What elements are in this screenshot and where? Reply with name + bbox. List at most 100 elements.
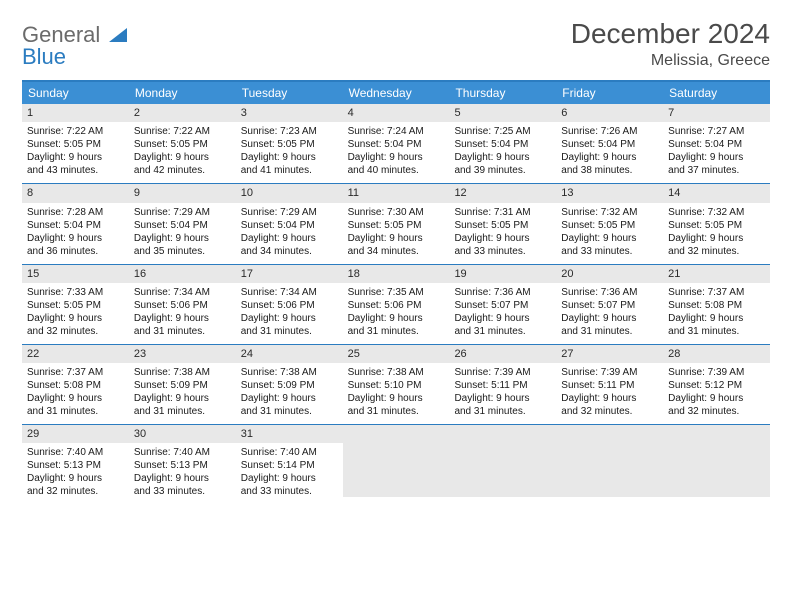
day-body: Sunrise: 7:40 AMSunset: 5:13 PMDaylight:… [22, 443, 129, 504]
daylight-text-1: Daylight: 9 hours [348, 151, 445, 164]
day-number [449, 425, 556, 443]
sunrise-text: Sunrise: 7:28 AM [27, 206, 124, 219]
day-body [449, 443, 556, 497]
day-cell [556, 425, 663, 504]
daylight-text-1: Daylight: 9 hours [27, 151, 124, 164]
daylight-text-2: and 31 minutes. [561, 325, 658, 338]
daylight-text-2: and 35 minutes. [134, 245, 231, 258]
sunset-text: Sunset: 5:04 PM [454, 138, 551, 151]
daylight-text-2: and 31 minutes. [348, 325, 445, 338]
daylight-text-1: Daylight: 9 hours [561, 312, 658, 325]
day-number: 23 [129, 345, 236, 363]
daylight-text-2: and 43 minutes. [27, 164, 124, 177]
day-cell: 12Sunrise: 7:31 AMSunset: 5:05 PMDayligh… [449, 184, 556, 263]
daylight-text-1: Daylight: 9 hours [454, 392, 551, 405]
day-body: Sunrise: 7:37 AMSunset: 5:08 PMDaylight:… [22, 363, 129, 424]
daylight-text-1: Daylight: 9 hours [27, 232, 124, 245]
sunrise-text: Sunrise: 7:34 AM [134, 286, 231, 299]
day-body: Sunrise: 7:38 AMSunset: 5:09 PMDaylight:… [129, 363, 236, 424]
sunrise-text: Sunrise: 7:38 AM [134, 366, 231, 379]
day-header: Friday [556, 82, 663, 104]
day-body: Sunrise: 7:32 AMSunset: 5:05 PMDaylight:… [663, 203, 770, 264]
day-number: 27 [556, 345, 663, 363]
week-row: 15Sunrise: 7:33 AMSunset: 5:05 PMDayligh… [22, 264, 770, 344]
day-body: Sunrise: 7:36 AMSunset: 5:07 PMDaylight:… [449, 283, 556, 344]
day-cell: 30Sunrise: 7:40 AMSunset: 5:13 PMDayligh… [129, 425, 236, 504]
daylight-text-1: Daylight: 9 hours [27, 472, 124, 485]
day-cell: 4Sunrise: 7:24 AMSunset: 5:04 PMDaylight… [343, 104, 450, 183]
day-cell: 13Sunrise: 7:32 AMSunset: 5:05 PMDayligh… [556, 184, 663, 263]
sunset-text: Sunset: 5:08 PM [668, 299, 765, 312]
day-number: 2 [129, 104, 236, 122]
day-number: 24 [236, 345, 343, 363]
day-cell [343, 425, 450, 504]
daylight-text-2: and 32 minutes. [561, 405, 658, 418]
daylight-text-2: and 33 minutes. [454, 245, 551, 258]
sunrise-text: Sunrise: 7:27 AM [668, 125, 765, 138]
daylight-text-2: and 42 minutes. [134, 164, 231, 177]
sunrise-text: Sunrise: 7:39 AM [454, 366, 551, 379]
day-body: Sunrise: 7:38 AMSunset: 5:10 PMDaylight:… [343, 363, 450, 424]
day-body: Sunrise: 7:22 AMSunset: 5:05 PMDaylight:… [129, 122, 236, 183]
day-number: 28 [663, 345, 770, 363]
day-number: 15 [22, 265, 129, 283]
day-body: Sunrise: 7:40 AMSunset: 5:14 PMDaylight:… [236, 443, 343, 504]
sunrise-text: Sunrise: 7:34 AM [241, 286, 338, 299]
sunset-text: Sunset: 5:11 PM [454, 379, 551, 392]
daylight-text-2: and 32 minutes. [668, 405, 765, 418]
sunrise-text: Sunrise: 7:26 AM [561, 125, 658, 138]
day-number: 22 [22, 345, 129, 363]
day-cell: 2Sunrise: 7:22 AMSunset: 5:05 PMDaylight… [129, 104, 236, 183]
day-number: 7 [663, 104, 770, 122]
day-cell: 27Sunrise: 7:39 AMSunset: 5:11 PMDayligh… [556, 345, 663, 424]
day-number: 29 [22, 425, 129, 443]
day-cell: 31Sunrise: 7:40 AMSunset: 5:14 PMDayligh… [236, 425, 343, 504]
sunrise-text: Sunrise: 7:22 AM [134, 125, 231, 138]
sunrise-text: Sunrise: 7:38 AM [241, 366, 338, 379]
sunset-text: Sunset: 5:04 PM [561, 138, 658, 151]
day-number: 1 [22, 104, 129, 122]
daylight-text-1: Daylight: 9 hours [668, 392, 765, 405]
day-cell: 23Sunrise: 7:38 AMSunset: 5:09 PMDayligh… [129, 345, 236, 424]
sunset-text: Sunset: 5:13 PM [134, 459, 231, 472]
daylight-text-1: Daylight: 9 hours [134, 392, 231, 405]
location: Melissia, Greece [571, 52, 770, 70]
sunrise-text: Sunrise: 7:40 AM [27, 446, 124, 459]
sunset-text: Sunset: 5:06 PM [241, 299, 338, 312]
daylight-text-1: Daylight: 9 hours [27, 312, 124, 325]
day-number: 12 [449, 184, 556, 202]
sunrise-text: Sunrise: 7:37 AM [27, 366, 124, 379]
sunset-text: Sunset: 5:04 PM [27, 219, 124, 232]
daylight-text-2: and 40 minutes. [348, 164, 445, 177]
daylight-text-2: and 31 minutes. [241, 405, 338, 418]
day-number: 13 [556, 184, 663, 202]
daylight-text-2: and 31 minutes. [27, 405, 124, 418]
sunset-text: Sunset: 5:05 PM [561, 219, 658, 232]
week-row: 8Sunrise: 7:28 AMSunset: 5:04 PMDaylight… [22, 183, 770, 263]
daylight-text-2: and 31 minutes. [134, 325, 231, 338]
daylight-text-1: Daylight: 9 hours [348, 232, 445, 245]
day-body: Sunrise: 7:39 AMSunset: 5:11 PMDaylight:… [449, 363, 556, 424]
sunrise-text: Sunrise: 7:38 AM [348, 366, 445, 379]
sunset-text: Sunset: 5:05 PM [241, 138, 338, 151]
week-row: 22Sunrise: 7:37 AMSunset: 5:08 PMDayligh… [22, 344, 770, 424]
sunset-text: Sunset: 5:04 PM [241, 219, 338, 232]
day-cell: 14Sunrise: 7:32 AMSunset: 5:05 PMDayligh… [663, 184, 770, 263]
day-cell: 18Sunrise: 7:35 AMSunset: 5:06 PMDayligh… [343, 265, 450, 344]
daylight-text-2: and 38 minutes. [561, 164, 658, 177]
day-body: Sunrise: 7:23 AMSunset: 5:05 PMDaylight:… [236, 122, 343, 183]
day-number [556, 425, 663, 443]
day-body [556, 443, 663, 497]
sunset-text: Sunset: 5:10 PM [348, 379, 445, 392]
day-body: Sunrise: 7:33 AMSunset: 5:05 PMDaylight:… [22, 283, 129, 344]
daylight-text-1: Daylight: 9 hours [241, 151, 338, 164]
sunrise-text: Sunrise: 7:22 AM [27, 125, 124, 138]
day-body: Sunrise: 7:25 AMSunset: 5:04 PMDaylight:… [449, 122, 556, 183]
day-body: Sunrise: 7:31 AMSunset: 5:05 PMDaylight:… [449, 203, 556, 264]
day-number: 17 [236, 265, 343, 283]
daylight-text-1: Daylight: 9 hours [561, 151, 658, 164]
weeks-container: 1Sunrise: 7:22 AMSunset: 5:05 PMDaylight… [22, 104, 770, 504]
day-body: Sunrise: 7:28 AMSunset: 5:04 PMDaylight:… [22, 203, 129, 264]
day-header: Tuesday [236, 82, 343, 104]
day-cell: 7Sunrise: 7:27 AMSunset: 5:04 PMDaylight… [663, 104, 770, 183]
